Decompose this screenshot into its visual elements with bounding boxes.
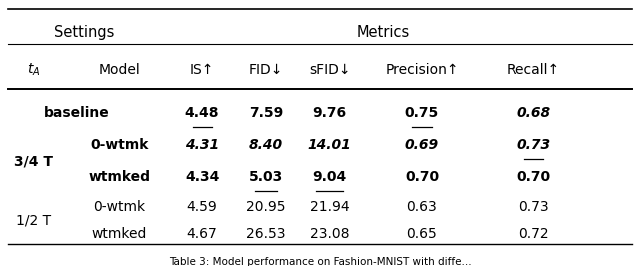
Text: 8.40: 8.40 [249, 138, 283, 152]
Text: 0.68: 0.68 [516, 106, 550, 120]
Text: 26.53: 26.53 [246, 227, 285, 241]
Text: Metrics: Metrics [357, 25, 410, 40]
Text: 14.01: 14.01 [308, 138, 351, 152]
Text: 0.69: 0.69 [405, 138, 439, 152]
Text: 0.63: 0.63 [406, 200, 437, 214]
Text: Recall↑: Recall↑ [507, 63, 560, 77]
Text: 4.48: 4.48 [185, 106, 220, 120]
Text: 0.75: 0.75 [405, 106, 439, 120]
Text: sFID↓: sFID↓ [309, 63, 350, 77]
Text: baseline: baseline [44, 106, 109, 120]
Text: wtmked: wtmked [88, 170, 150, 184]
Text: 9.76: 9.76 [312, 106, 347, 120]
Text: 7.59: 7.59 [249, 106, 283, 120]
Text: Settings: Settings [54, 25, 115, 40]
Text: 0.73: 0.73 [516, 138, 550, 152]
Text: 4.31: 4.31 [185, 138, 219, 152]
Text: 0-wtmk: 0-wtmk [93, 200, 145, 214]
Text: IS↑: IS↑ [190, 63, 214, 77]
Text: 3/4 T: 3/4 T [13, 154, 52, 168]
Text: 20.95: 20.95 [246, 200, 285, 214]
Text: 1/2 T: 1/2 T [16, 213, 51, 227]
Text: 4.34: 4.34 [185, 170, 220, 184]
Text: 0.70: 0.70 [516, 170, 550, 184]
Text: 9.04: 9.04 [312, 170, 347, 184]
Text: 4.67: 4.67 [187, 227, 218, 241]
Text: 0.65: 0.65 [406, 227, 437, 241]
Text: 0.70: 0.70 [405, 170, 439, 184]
Text: 5.03: 5.03 [249, 170, 283, 184]
Text: 0.72: 0.72 [518, 227, 548, 241]
Text: 0-wtmk: 0-wtmk [90, 138, 148, 152]
Text: FID↓: FID↓ [249, 63, 283, 77]
Text: 0.73: 0.73 [518, 200, 548, 214]
Text: 4.59: 4.59 [187, 200, 218, 214]
Text: 21.94: 21.94 [310, 200, 349, 214]
Text: Table 3: Model performance on Fashion-MNIST with diffe...: Table 3: Model performance on Fashion-MN… [169, 257, 471, 266]
Text: Precision↑: Precision↑ [385, 63, 459, 77]
Text: Model: Model [99, 63, 140, 77]
Text: $t_A$: $t_A$ [26, 62, 40, 78]
Text: 23.08: 23.08 [310, 227, 349, 241]
Text: wtmked: wtmked [92, 227, 147, 241]
